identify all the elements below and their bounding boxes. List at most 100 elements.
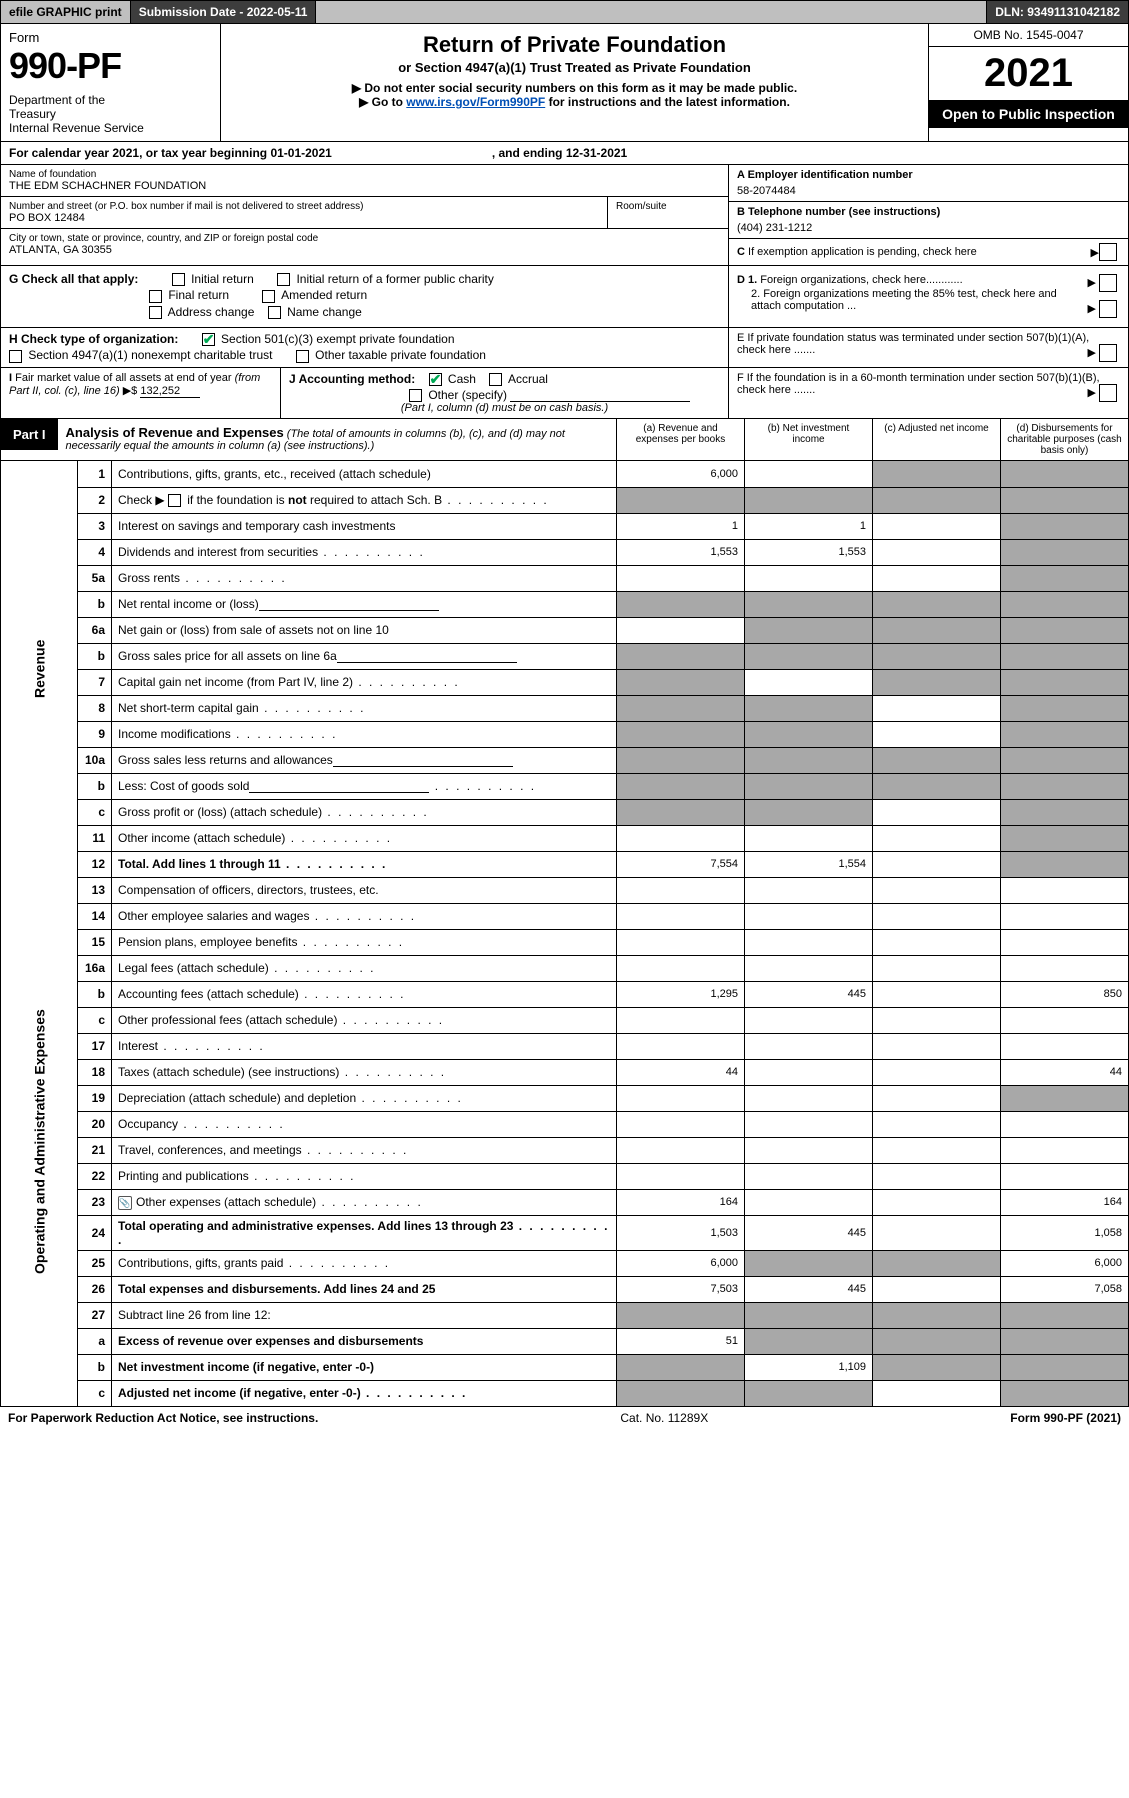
tax-year: 2021 <box>929 47 1128 100</box>
name-label: Name of foundation <box>9 169 720 180</box>
line-number: 6a <box>78 617 112 643</box>
table-row: Revenue1Contributions, gifts, grants, et… <box>1 461 1129 487</box>
table-row: 23📎Other expenses (attach schedule)16416… <box>1 1189 1129 1215</box>
line-number: 19 <box>78 1085 112 1111</box>
line-desc: Interest <box>112 1033 617 1059</box>
line-number: 12 <box>78 851 112 877</box>
h-row: H Check type of organization: Section 50… <box>0 328 1129 368</box>
line-number: 5a <box>78 565 112 591</box>
name-change-checkbox[interactable] <box>268 306 281 319</box>
table-row: 15Pension plans, employee benefits <box>1 929 1129 955</box>
initial-former-checkbox[interactable] <box>277 273 290 286</box>
line-number: 15 <box>78 929 112 955</box>
line-desc: Subtract line 26 from line 12: <box>112 1302 617 1328</box>
4947-checkbox[interactable] <box>9 350 22 363</box>
amended-return-checkbox[interactable] <box>262 290 275 303</box>
exemption-checkbox[interactable] <box>1099 243 1117 261</box>
line-desc: Other employee salaries and wages <box>112 903 617 929</box>
line-number: 10a <box>78 747 112 773</box>
line-desc: Taxes (attach schedule) (see instruction… <box>112 1059 617 1085</box>
line-desc: Compensation of officers, directors, tru… <box>112 877 617 903</box>
line-desc: Excess of revenue over expenses and disb… <box>112 1328 617 1354</box>
table-row: 20Occupancy <box>1 1111 1129 1137</box>
open-inspection: Open to Public Inspection <box>929 100 1128 128</box>
phone-value: (404) 231-1212 <box>737 222 1120 234</box>
line-number: 13 <box>78 877 112 903</box>
line-number: 18 <box>78 1059 112 1085</box>
form-header: Form 990-PF Department of theTreasuryInt… <box>0 24 1129 142</box>
f-checkbox[interactable] <box>1099 384 1117 402</box>
address-change-checkbox[interactable] <box>149 306 162 319</box>
d2-checkbox[interactable] <box>1099 300 1117 318</box>
line-number: 4 <box>78 539 112 565</box>
attachment-icon[interactable]: 📎 <box>118 1196 132 1210</box>
table-row: 26Total expenses and disbursements. Add … <box>1 1276 1129 1302</box>
line-number: 8 <box>78 695 112 721</box>
line-desc: Check ▶ if the foundation is not require… <box>112 487 617 513</box>
line-number: b <box>78 773 112 799</box>
table-row: 16aLegal fees (attach schedule) <box>1 955 1129 981</box>
line-desc: Depreciation (attach schedule) and deple… <box>112 1085 617 1111</box>
other-method-checkbox[interactable] <box>409 389 422 402</box>
exemption-label: C If exemption application is pending, c… <box>737 246 977 258</box>
501c3-checkbox[interactable] <box>202 333 215 346</box>
line-desc: Net short-term capital gain <box>112 695 617 721</box>
line-number: 3 <box>78 513 112 539</box>
table-row: 7Capital gain net income (from Part IV, … <box>1 669 1129 695</box>
form-number: 990-PF <box>9 45 212 87</box>
line-number: 27 <box>78 1302 112 1328</box>
accrual-checkbox[interactable] <box>489 373 502 386</box>
cash-checkbox[interactable] <box>429 373 442 386</box>
line-number: b <box>78 1354 112 1380</box>
table-row: 6aNet gain or (loss) from sale of assets… <box>1 617 1129 643</box>
line-number: 9 <box>78 721 112 747</box>
table-row: bLess: Cost of goods sold <box>1 773 1129 799</box>
topbar-spacer <box>316 1 987 23</box>
line-number: 25 <box>78 1250 112 1276</box>
form-subtitle: or Section 4947(a)(1) Trust Treated as P… <box>229 60 920 75</box>
fmv-value: 132,252 <box>140 385 200 398</box>
line-number: 17 <box>78 1033 112 1059</box>
line-desc: Total. Add lines 1 through 11 <box>112 851 617 877</box>
table-row: aExcess of revenue over expenses and dis… <box>1 1328 1129 1354</box>
line-desc: 📎Other expenses (attach schedule) <box>112 1189 617 1215</box>
omb-number: OMB No. 1545-0047 <box>929 24 1128 47</box>
table-row: bNet investment income (if negative, ent… <box>1 1354 1129 1380</box>
table-row: 27Subtract line 26 from line 12: <box>1 1302 1129 1328</box>
ssn-note: ▶ Do not enter social security numbers o… <box>229 81 920 95</box>
line-number: c <box>78 1380 112 1406</box>
page-footer: For Paperwork Reduction Act Notice, see … <box>0 1407 1129 1429</box>
other-taxable-checkbox[interactable] <box>296 350 309 363</box>
ein-value: 58-2074484 <box>737 185 1120 197</box>
final-return-checkbox[interactable] <box>149 290 162 303</box>
line-number: c <box>78 799 112 825</box>
table-row: cOther professional fees (attach schedul… <box>1 1007 1129 1033</box>
revenue-side-label: Revenue <box>1 461 78 877</box>
table-row: 2Check ▶ if the foundation is not requir… <box>1 487 1129 513</box>
irs-link[interactable]: www.irs.gov/Form990PF <box>406 95 545 109</box>
line-desc: Other income (attach schedule) <box>112 825 617 851</box>
line-desc: Gross profit or (loss) (attach schedule) <box>112 799 617 825</box>
line-desc: Less: Cost of goods sold <box>112 773 617 799</box>
line-desc: Other professional fees (attach schedule… <box>112 1007 617 1033</box>
table-row: 10aGross sales less returns and allowanc… <box>1 747 1129 773</box>
city-value: ATLANTA, GA 30355 <box>9 244 720 256</box>
cat-no: Cat. No. 11289X <box>318 1411 1010 1425</box>
line-desc: Gross rents <box>112 565 617 591</box>
phone-label: B Telephone number (see instructions) <box>737 206 1120 218</box>
line-number: 16a <box>78 955 112 981</box>
table-row: 17Interest <box>1 1033 1129 1059</box>
goto-note: ▶ Go to www.irs.gov/Form990PF for instru… <box>229 95 920 109</box>
d1-checkbox[interactable] <box>1099 274 1117 292</box>
address-value: PO BOX 12484 <box>9 212 599 224</box>
line-desc: Net investment income (if negative, ente… <box>112 1354 617 1380</box>
initial-return-checkbox[interactable] <box>172 273 185 286</box>
table-row: 4Dividends and interest from securities1… <box>1 539 1129 565</box>
col-d-header: (d) Disbursements for charitable purpose… <box>1000 419 1128 460</box>
line-number: a <box>78 1328 112 1354</box>
dln-label: DLN: 93491131042182 <box>987 1 1128 23</box>
line-desc: Income modifications <box>112 721 617 747</box>
e-checkbox[interactable] <box>1099 344 1117 362</box>
ij-row: I Fair market value of all assets at end… <box>0 368 1129 420</box>
d1-row: D 1. Foreign organizations, check here..… <box>737 274 1120 286</box>
